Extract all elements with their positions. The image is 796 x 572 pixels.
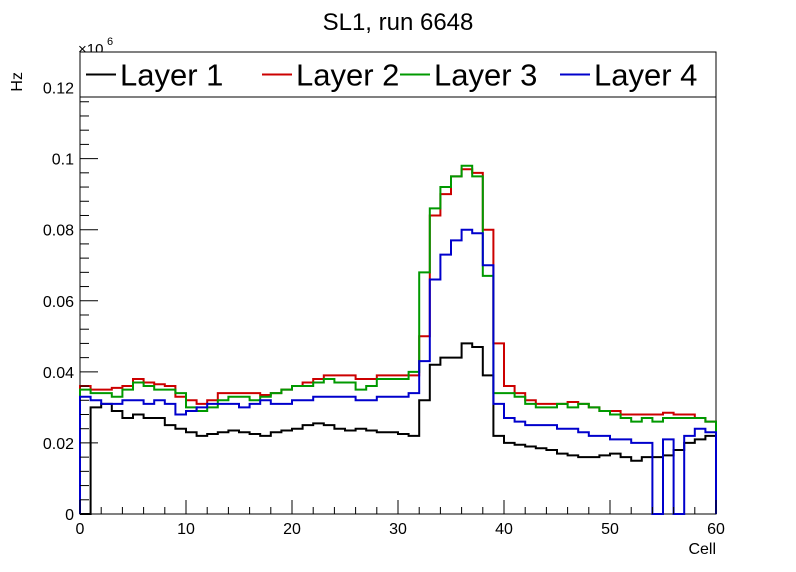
series-layer xyxy=(79,164,717,515)
legend-label-2: Layer 2 xyxy=(296,58,399,93)
x-axis-label: Cell xyxy=(688,541,716,558)
x-tick-label: 60 xyxy=(707,521,725,538)
x-tick-label: 40 xyxy=(495,521,513,538)
x-tick-label: 10 xyxy=(177,521,195,538)
legend: Layer 1 Layer 2 Layer 3 Layer 4 xyxy=(79,51,717,98)
legend-label-4: Layer 4 xyxy=(594,58,697,93)
legend-box xyxy=(79,51,717,98)
series-line-3 xyxy=(79,164,717,514)
y-tick-label: 0.08 xyxy=(43,223,74,240)
chart-title: SL1, run 6648 xyxy=(323,9,474,36)
series-line-1 xyxy=(80,342,717,515)
axes-layer: 0 10 20 30 40 50 60 0 0.02 0.04 0.06 0.08 0.1 0.12 xyxy=(43,58,725,538)
y-tick-label: 0.06 xyxy=(43,294,74,311)
y-tick-label: 0.1 xyxy=(52,152,74,169)
legend-label-1: Layer 1 xyxy=(120,58,223,93)
y-tick-label: 0.12 xyxy=(43,81,74,98)
y-axis-label: Hz xyxy=(9,72,26,92)
y-tick-label: 0.02 xyxy=(43,436,74,453)
x-tick-label: 30 xyxy=(389,521,407,538)
y-tick-label: 0 xyxy=(65,507,74,524)
x-tick-label: 50 xyxy=(601,521,619,538)
series-line-4 xyxy=(79,228,717,515)
y-tick-label: 0.04 xyxy=(43,365,74,382)
legend-label-3: Layer 3 xyxy=(434,58,537,93)
y-exponent-power: 6 xyxy=(107,36,113,48)
x-tick-label: 20 xyxy=(283,521,301,538)
x-tick-label: 0 xyxy=(76,521,85,538)
